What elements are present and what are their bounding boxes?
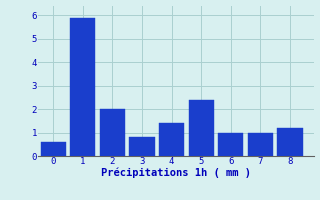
Bar	[188, 100, 214, 156]
Bar	[248, 133, 273, 156]
Bar	[159, 123, 184, 156]
Bar	[218, 133, 243, 156]
Bar	[277, 128, 302, 156]
Bar	[70, 18, 95, 156]
Bar	[100, 109, 125, 156]
Bar	[129, 137, 155, 156]
X-axis label: Précipitations 1h ( mm ): Précipitations 1h ( mm )	[101, 168, 251, 178]
Bar	[41, 142, 66, 156]
